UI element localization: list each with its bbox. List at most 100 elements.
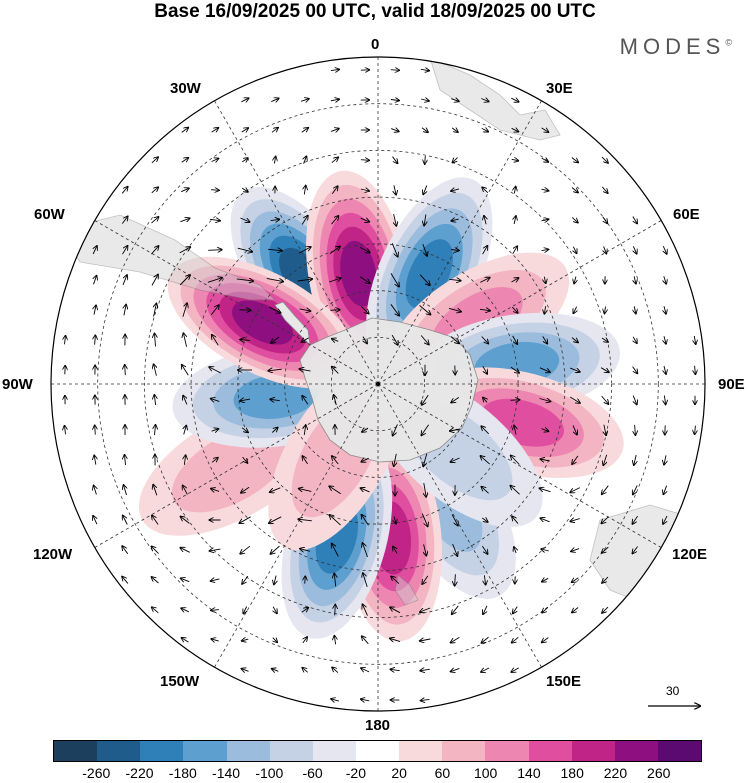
- wind-arrow: [634, 276, 636, 283]
- new-zealand-coast: [394, 574, 419, 606]
- lon-label-30w: 30W: [170, 80, 201, 97]
- lon-label-60e: 60E: [673, 206, 700, 223]
- wind-arrow: [394, 516, 396, 523]
- wind-arrow: [240, 340, 250, 341]
- wind-arrow: [602, 485, 609, 495]
- wind-arrow: [482, 365, 487, 374]
- wind-arrow: [269, 516, 282, 523]
- wind-arrow: [664, 306, 666, 314]
- wind-arrow: [424, 544, 427, 555]
- wind-arrow: [298, 247, 311, 254]
- wind-arrow: [122, 577, 129, 584]
- wind-arrow: [511, 278, 519, 282]
- wind-arrow: [512, 636, 519, 642]
- wind-arrow: [663, 515, 667, 524]
- wind-arrow: [272, 669, 279, 672]
- wind-arrow: [124, 305, 126, 316]
- wind-arrow: [601, 516, 609, 524]
- wind-arrow: [301, 608, 308, 613]
- wind-arrow: [211, 489, 220, 492]
- wind-arrow: [330, 129, 339, 132]
- colorbar-tick-label: -20: [345, 765, 366, 781]
- wind-arrow: [480, 456, 490, 465]
- lon-label-60w: 60W: [34, 206, 65, 223]
- meridian-line: [377, 100, 542, 385]
- wind-arrow: [510, 486, 520, 495]
- wind-arrow: [209, 219, 220, 220]
- wind-arrow: [572, 425, 577, 434]
- wind-arrow: [300, 369, 311, 371]
- colorbar-segment: [355, 741, 400, 761]
- wind-arrow: [542, 578, 549, 581]
- colorbar-segment: [657, 741, 702, 761]
- wind-arrow: [420, 335, 429, 345]
- colorbar-tick-label: 100: [473, 765, 498, 781]
- colorbar-segment: [97, 741, 141, 761]
- wind-arrow: [480, 278, 489, 283]
- wind-arrow: [209, 367, 222, 374]
- wind-arrow: [481, 336, 489, 344]
- wind-arrow: [274, 157, 275, 164]
- wind-arrow: [94, 455, 96, 465]
- wind-arrow: [211, 610, 219, 611]
- wind-arrow: [329, 278, 341, 283]
- wind-arrow: [93, 516, 97, 525]
- wind-arrow: [332, 544, 339, 557]
- wind-arrow: [239, 516, 251, 523]
- wind-arrow: [664, 336, 666, 344]
- wind-arrow: [542, 336, 548, 343]
- wind-arrow: [422, 394, 429, 405]
- wind-arrow: [483, 398, 487, 403]
- wind-arrow: [241, 128, 248, 132]
- wind-arrow: [179, 275, 190, 286]
- wind-arrow: [332, 339, 339, 342]
- wind-arrow: [332, 456, 339, 465]
- wind-arrow: [151, 217, 159, 224]
- wind-arrow: [361, 488, 370, 492]
- colorbar-tick-label: -260: [82, 765, 111, 781]
- wind-arrow: [125, 455, 126, 466]
- wind-arrow: [539, 367, 550, 372]
- wind-arrow: [121, 216, 127, 224]
- wind-arrow: [602, 576, 609, 583]
- wind-arrow: [421, 699, 430, 700]
- wind-arrow: [451, 99, 459, 102]
- wind-arrow: [182, 638, 189, 642]
- wind-arrow: [362, 636, 369, 645]
- colorbar-tick-label: 260: [647, 765, 671, 781]
- wind-arrow: [390, 669, 400, 670]
- wind-arrow: [571, 217, 578, 222]
- wind-arrow: [302, 456, 308, 465]
- wind-arrow: [361, 668, 370, 672]
- wind-arrow: [241, 188, 248, 192]
- wind-arrow: [635, 424, 636, 435]
- wind-arrow: [420, 99, 429, 101]
- wind-arrow: [451, 128, 458, 132]
- wind-arrow: [512, 335, 518, 344]
- wind-arrow: [392, 156, 398, 164]
- wind-arrow: [335, 605, 336, 616]
- wind-arrow: [211, 159, 219, 162]
- wind-arrow: [211, 399, 220, 402]
- chart-title: Base 16/09/2025 00 UTC, valid 18/09/2025…: [154, 1, 596, 22]
- latitude-circle: [284, 290, 472, 478]
- wind-arrow: [179, 247, 191, 254]
- wind-arrow: [331, 186, 337, 195]
- wind-arrow: [207, 278, 222, 283]
- colorbar-tick-label: -140: [212, 765, 241, 781]
- colorbar-segment: [614, 741, 658, 761]
- wind-arrow: [181, 578, 190, 581]
- wind-arrow: [334, 395, 337, 406]
- wind-arrow: [329, 246, 340, 254]
- wind-arrow: [65, 426, 66, 435]
- wind-arrow: [301, 216, 308, 225]
- wind-arrow: [511, 98, 518, 102]
- wind-arrow: [571, 187, 578, 193]
- wind-arrow: [512, 516, 519, 524]
- wind-arrow: [663, 246, 666, 254]
- wind-arrow: [574, 276, 576, 284]
- wind-arrow: [95, 335, 96, 345]
- wind-arrow: [237, 247, 252, 252]
- wind-arrow: [271, 336, 280, 343]
- wind-arrow: [305, 576, 306, 584]
